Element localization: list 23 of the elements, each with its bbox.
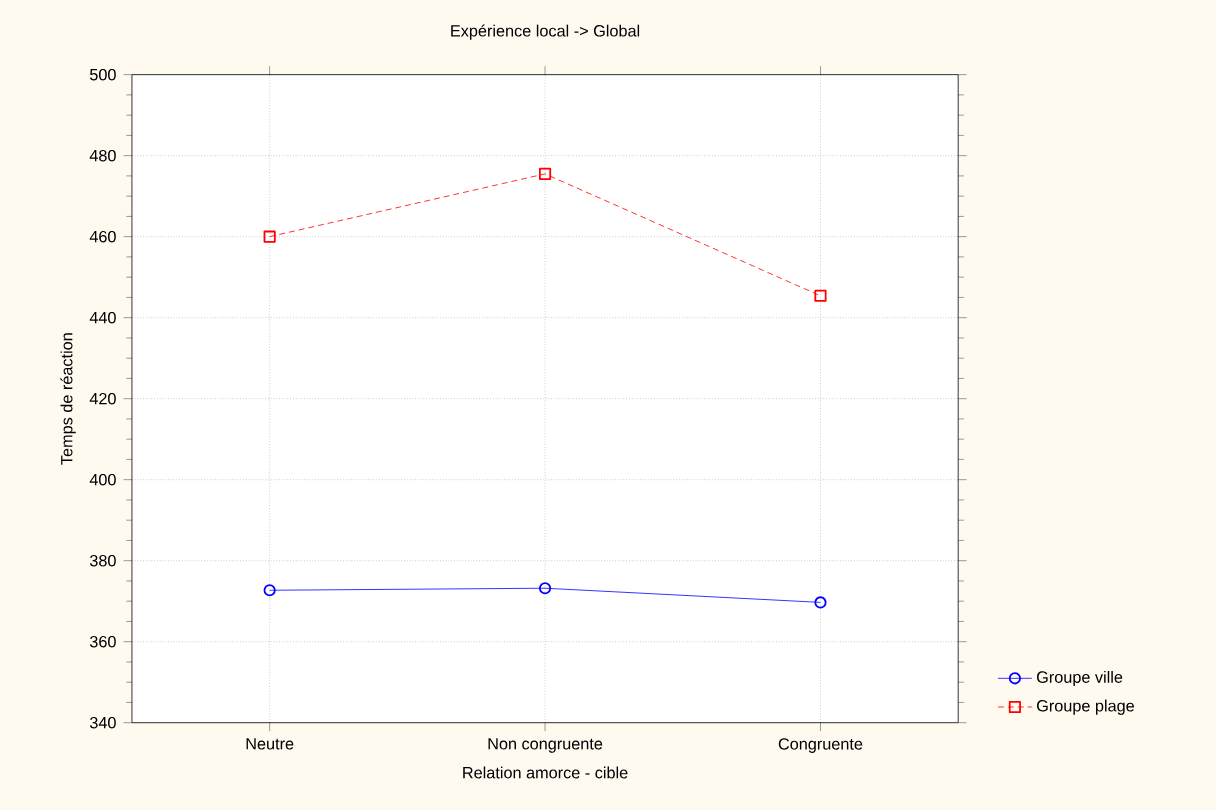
y-tick-label: 420 <box>89 392 116 405</box>
point <box>538 582 552 595</box>
y-tick-label: 340 <box>89 716 116 729</box>
x-tick-label: Neutre <box>246 738 294 750</box>
x-tick-label: Non congruente <box>488 738 603 753</box>
legend-label: Groupe ville <box>1037 670 1123 686</box>
point <box>263 584 276 597</box>
y-tick-label: 360 <box>89 635 116 648</box>
point <box>538 167 552 180</box>
legend-label: Groupe plage <box>1037 699 1135 715</box>
x-tick-label: Congruente <box>778 738 863 753</box>
y-tick-label: 480 <box>89 149 116 162</box>
y-tick-label: 500 <box>89 68 116 81</box>
y-tick-label: 380 <box>89 554 116 567</box>
x-axis-title: Relation amorce - cible <box>463 766 628 779</box>
y-tick-label: 440 <box>89 311 116 324</box>
point <box>814 289 827 302</box>
y-tick-label: 460 <box>89 230 116 243</box>
y-tick-label: 400 <box>89 473 116 486</box>
y-axis-title: Temps de réaction <box>60 333 76 465</box>
chart-title: Expérience local -> Global <box>451 24 640 40</box>
point <box>263 230 276 243</box>
point <box>814 596 827 609</box>
